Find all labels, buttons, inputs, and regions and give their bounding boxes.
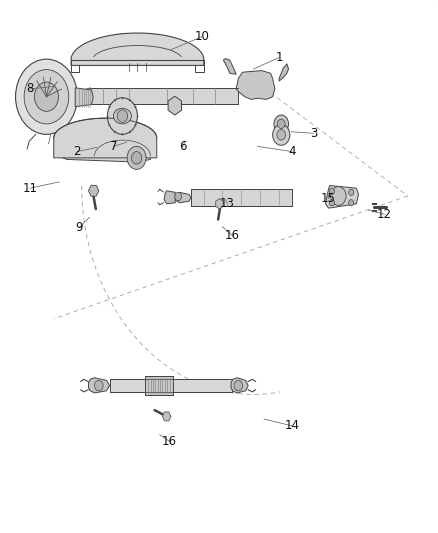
Text: 7: 7	[110, 140, 117, 153]
Circle shape	[117, 110, 127, 123]
Polygon shape	[231, 378, 248, 393]
Text: 15: 15	[321, 192, 336, 205]
Polygon shape	[191, 189, 292, 206]
Text: 8: 8	[26, 83, 34, 95]
Text: 11: 11	[23, 182, 38, 195]
Text: 10: 10	[194, 30, 209, 43]
Polygon shape	[174, 192, 191, 203]
Circle shape	[331, 187, 346, 205]
Circle shape	[329, 188, 335, 195]
Circle shape	[95, 381, 103, 391]
Polygon shape	[75, 88, 93, 107]
Circle shape	[349, 189, 354, 196]
Circle shape	[175, 192, 182, 201]
Text: 16: 16	[162, 435, 177, 448]
Polygon shape	[164, 191, 175, 204]
Circle shape	[277, 130, 286, 140]
Polygon shape	[236, 71, 275, 99]
Circle shape	[272, 124, 290, 146]
Polygon shape	[223, 59, 236, 74]
Polygon shape	[54, 118, 157, 158]
Text: 3: 3	[310, 127, 317, 140]
Text: 9: 9	[76, 221, 83, 234]
Text: 12: 12	[377, 208, 392, 221]
Polygon shape	[325, 185, 358, 208]
Circle shape	[131, 151, 142, 164]
Polygon shape	[90, 88, 238, 103]
Circle shape	[107, 98, 138, 134]
Polygon shape	[71, 33, 204, 66]
Circle shape	[329, 200, 335, 206]
Polygon shape	[78, 88, 90, 103]
Circle shape	[349, 200, 354, 206]
Polygon shape	[145, 376, 173, 395]
Text: 16: 16	[224, 229, 240, 241]
Text: 1: 1	[276, 51, 283, 64]
Circle shape	[234, 381, 243, 391]
Polygon shape	[60, 141, 152, 162]
Polygon shape	[110, 379, 232, 392]
Polygon shape	[279, 64, 289, 81]
Circle shape	[15, 59, 78, 134]
Text: 13: 13	[220, 197, 235, 211]
Text: 2: 2	[74, 145, 81, 158]
Circle shape	[274, 115, 289, 133]
Text: 14: 14	[284, 419, 300, 432]
Text: 4: 4	[288, 145, 296, 158]
Circle shape	[127, 147, 146, 169]
Polygon shape	[88, 378, 110, 393]
Ellipse shape	[113, 108, 131, 124]
Circle shape	[24, 70, 69, 124]
Circle shape	[35, 82, 58, 111]
Circle shape	[277, 119, 285, 128]
Text: 6: 6	[179, 140, 186, 153]
